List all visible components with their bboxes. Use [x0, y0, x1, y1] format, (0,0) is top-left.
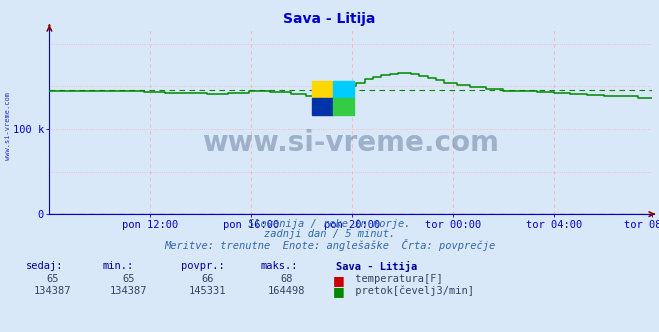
Text: zadnji dan / 5 minut.: zadnji dan / 5 minut.	[264, 229, 395, 239]
Text: sedaj:: sedaj:	[26, 261, 64, 271]
Bar	[312, 98, 333, 115]
Text: Sava - Litija: Sava - Litija	[283, 12, 376, 26]
Text: 145331: 145331	[189, 286, 226, 295]
Bar	[333, 98, 354, 115]
Text: maks.:: maks.:	[260, 261, 298, 271]
Bar	[333, 81, 354, 98]
Text: www.si-vreme.com: www.si-vreme.com	[5, 92, 11, 160]
Text: Meritve: trenutne  Enote: anglešaške  Črta: povprečje: Meritve: trenutne Enote: anglešaške Črta…	[164, 239, 495, 251]
Text: 65: 65	[123, 274, 134, 284]
Text: povpr.:: povpr.:	[181, 261, 225, 271]
Text: temperatura[F]: temperatura[F]	[349, 274, 443, 284]
Text: ■: ■	[333, 286, 345, 298]
Text: Slovenija / reke in morje.: Slovenija / reke in morje.	[248, 219, 411, 229]
Text: 164498: 164498	[268, 286, 305, 295]
Text: min.:: min.:	[102, 261, 133, 271]
Text: Sava - Litija: Sava - Litija	[336, 261, 417, 272]
Text: ■: ■	[333, 274, 345, 287]
Text: 65: 65	[47, 274, 59, 284]
Text: 68: 68	[281, 274, 293, 284]
Text: www.si-vreme.com: www.si-vreme.com	[202, 129, 500, 157]
Text: pretok[čevelj3/min]: pretok[čevelj3/min]	[349, 286, 474, 296]
Text: 134387: 134387	[110, 286, 147, 295]
Text: 134387: 134387	[34, 286, 71, 295]
Bar	[312, 81, 333, 98]
Text: 66: 66	[202, 274, 214, 284]
